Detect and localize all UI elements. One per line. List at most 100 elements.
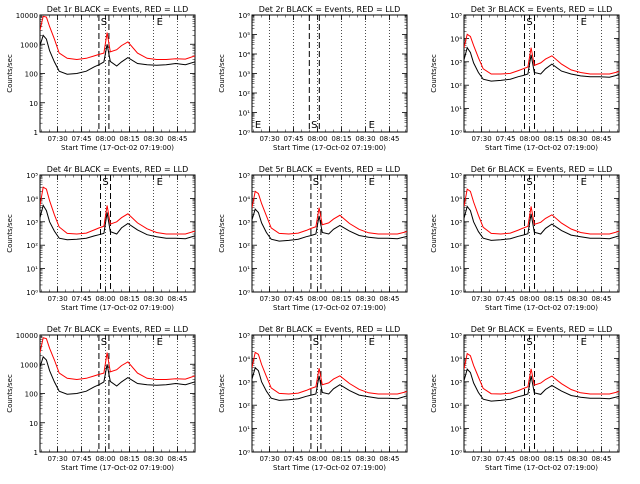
x-tick-label: 07:30 xyxy=(47,135,67,143)
series-line-lld xyxy=(40,337,195,381)
x-tick-label: 07:30 xyxy=(47,295,67,303)
y-tick-label: 10⁰ xyxy=(238,289,250,297)
x-tick-label: 08:00 xyxy=(95,135,115,143)
x-tick-label: 08:00 xyxy=(95,455,115,463)
x-tick-label: 07:30 xyxy=(259,295,279,303)
chart-panel-1: Det 1r BLACK = Events, RED = LLD 1 10 100 10… xyxy=(6,5,196,152)
y-tick-label: 10⁵ xyxy=(450,172,462,180)
chart-panel-5: Det 5r BLACK = Events, RED = LLD 10⁰ 10¹ 10… xyxy=(218,165,408,312)
x-tick-label: 08:45 xyxy=(167,455,187,463)
y-tick-label: 10⁴ xyxy=(238,195,250,203)
chart-panel-2: Det 2r BLACK = Events, RED = LLD 10⁰ 10¹ 10… xyxy=(218,5,408,152)
plot-frame xyxy=(463,174,620,293)
chart-title: Det 7r BLACK = Events, RED = LLD xyxy=(47,325,189,334)
x-tick-label: 08:45 xyxy=(591,455,611,463)
end-marker-label: E xyxy=(581,17,587,28)
y-axis-label: Counts/sec xyxy=(430,54,438,93)
series-line-lld xyxy=(464,33,619,75)
start-marker-label: S xyxy=(101,337,107,348)
y-tick-label: 10³ xyxy=(238,219,250,227)
plot-frame xyxy=(39,14,196,133)
series-line-events xyxy=(40,355,195,395)
x-tick-label: 08:45 xyxy=(591,135,611,143)
chart-panel-9: Det 9r BLACK = Events, RED = LLD 10⁰ 10¹ 10… xyxy=(430,325,620,472)
y-tick-label: 10¹ xyxy=(450,106,462,114)
x-tick-label: 07:30 xyxy=(471,295,491,303)
x-tick-label: 08:15 xyxy=(331,455,351,463)
x-axis-label: Start Time (17-Oct-02 07:19:00) xyxy=(485,464,598,472)
y-axis-label: Counts/sec xyxy=(430,214,438,253)
y-tick-label: 10² xyxy=(450,402,462,410)
y-tick-label: 10⁶ xyxy=(238,12,250,20)
end-marker-label: E xyxy=(157,177,163,188)
x-tick-label: 08:00 xyxy=(307,295,327,303)
chart-title: Det 1r BLACK = Events, RED = LLD xyxy=(47,5,189,14)
chart-title: Det 4r BLACK = Events, RED = LLD xyxy=(47,165,189,174)
series-line-lld xyxy=(464,188,619,235)
series-line-events xyxy=(252,366,407,401)
end-marker-label: E xyxy=(369,120,375,131)
plot-frame xyxy=(251,334,408,453)
x-tick-label: 07:45 xyxy=(71,455,91,463)
start-marker-label: E xyxy=(255,120,261,131)
x-tick-label: 08:45 xyxy=(167,295,187,303)
chart-title: Det 9r BLACK = Events, RED = LLD xyxy=(471,325,613,334)
chart-panel-7: Det 7r BLACK = Events, RED = LLD 1 10 100 10… xyxy=(6,325,196,472)
x-tick-label: 07:30 xyxy=(259,455,279,463)
y-tick-label: 10⁴ xyxy=(450,195,462,203)
x-tick-label: 08:30 xyxy=(567,455,587,463)
y-tick-label: 10⁰ xyxy=(450,289,462,297)
x-axis-label: Start Time (17-Oct-02 07:19:00) xyxy=(61,144,174,152)
plot-frame xyxy=(251,14,408,133)
y-tick-label: 10⁰ xyxy=(450,129,462,137)
x-tick-label: 08:30 xyxy=(355,455,375,463)
x-axis-label: Start Time (17-Oct-02 07:19:00) xyxy=(61,464,174,472)
y-tick-label: 10² xyxy=(238,402,250,410)
series-line-lld xyxy=(464,352,619,395)
end-marker-label: E xyxy=(581,177,587,188)
series-line-events xyxy=(252,208,407,242)
x-tick-label: 07:45 xyxy=(283,135,303,143)
chart-title: Det 5r BLACK = Events, RED = LLD xyxy=(259,165,401,174)
plot-frame xyxy=(39,334,196,453)
x-tick-label: 07:45 xyxy=(283,455,303,463)
x-axis-label: Start Time (17-Oct-02 07:19:00) xyxy=(273,464,386,472)
x-tick-label: 08:45 xyxy=(379,135,399,143)
y-tick-label: 10⁴ xyxy=(26,195,38,203)
series-line-lld xyxy=(252,351,407,395)
x-tick-label: 08:45 xyxy=(379,295,399,303)
y-tick-label: 10³ xyxy=(238,71,250,79)
x-axis-label: Start Time (17-Oct-02 07:19:00) xyxy=(273,144,386,152)
series-line-events xyxy=(40,34,195,75)
start-marker-label: S xyxy=(526,177,532,188)
x-tick-label: 08:15 xyxy=(543,135,563,143)
start-marker-label: S xyxy=(101,17,107,28)
x-axis-label: Start Time (17-Oct-02 07:19:00) xyxy=(273,304,386,312)
y-tick-label: 10 xyxy=(29,420,38,428)
end-marker-label: E xyxy=(157,337,163,348)
x-tick-label: 08:00 xyxy=(307,135,327,143)
chart-panel-6: Det 6r BLACK = Events, RED = LLD 10⁰ 10¹ 10… xyxy=(430,165,620,312)
x-tick-label: 07:30 xyxy=(471,455,491,463)
y-tick-label: 10¹ xyxy=(238,110,250,118)
y-tick-label: 10² xyxy=(450,82,462,90)
x-tick-label: 08:15 xyxy=(119,455,139,463)
chart-panel-3: Det 3r BLACK = Events, RED = LLD 10⁰ 10¹ 10… xyxy=(430,5,620,152)
start-marker-label: S xyxy=(313,177,319,188)
y-tick-label: 10³ xyxy=(238,379,250,387)
y-tick-label: 10⁵ xyxy=(450,12,462,20)
y-tick-label: 10¹ xyxy=(238,266,250,274)
y-tick-label: 1000 xyxy=(20,361,38,369)
x-tick-label: 07:45 xyxy=(283,295,303,303)
y-tick-label: 10⁵ xyxy=(238,32,250,40)
x-tick-label: 08:30 xyxy=(143,295,163,303)
end-marker-label: E xyxy=(369,337,375,348)
x-tick-label: 08:15 xyxy=(331,135,351,143)
start-marker-label: S xyxy=(313,337,319,348)
chart-panel-4: Det 4r BLACK = Events, RED = LLD 10⁰ 10¹ 10… xyxy=(6,165,196,312)
y-tick-label: 10⁵ xyxy=(238,332,250,340)
y-tick-label: 10⁰ xyxy=(238,129,250,137)
y-tick-label: 10² xyxy=(26,242,38,250)
y-axis-label: Counts/sec xyxy=(430,374,438,413)
